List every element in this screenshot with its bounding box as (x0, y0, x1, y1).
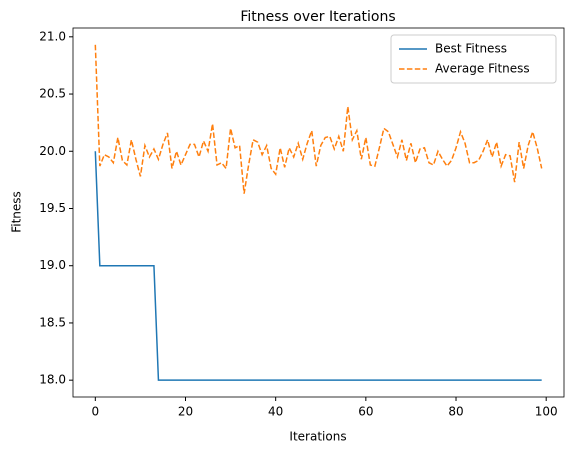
x-tick-label: 40 (268, 405, 283, 419)
y-tick-label: 18.5 (39, 315, 66, 329)
legend-label: Best Fitness (435, 42, 507, 56)
x-tick-label: 100 (535, 405, 558, 419)
y-tick-label: 18.0 (39, 373, 66, 387)
chart-title: Fitness over Iterations (240, 9, 395, 25)
x-tick-label: 20 (178, 405, 193, 419)
y-tick-label: 19.5 (39, 201, 66, 215)
y-tick-label: 21.0 (39, 29, 66, 43)
x-tick-label: 60 (358, 405, 373, 419)
legend-box (390, 34, 557, 84)
y-tick-label: 20.0 (39, 144, 66, 158)
y-tick-label: 19.0 (39, 258, 66, 272)
series-line (94, 44, 543, 194)
plot-frame (72, 27, 565, 398)
x-tick-label: 0 (91, 405, 99, 419)
series-line (94, 151, 542, 381)
x-axis-label: Iterations (289, 430, 346, 444)
y-tick-label: 20.5 (39, 87, 66, 101)
x-tick-label: 80 (448, 405, 463, 419)
legend-label: Average Fitness (435, 62, 530, 76)
y-axis-label: Fitness (10, 191, 24, 233)
